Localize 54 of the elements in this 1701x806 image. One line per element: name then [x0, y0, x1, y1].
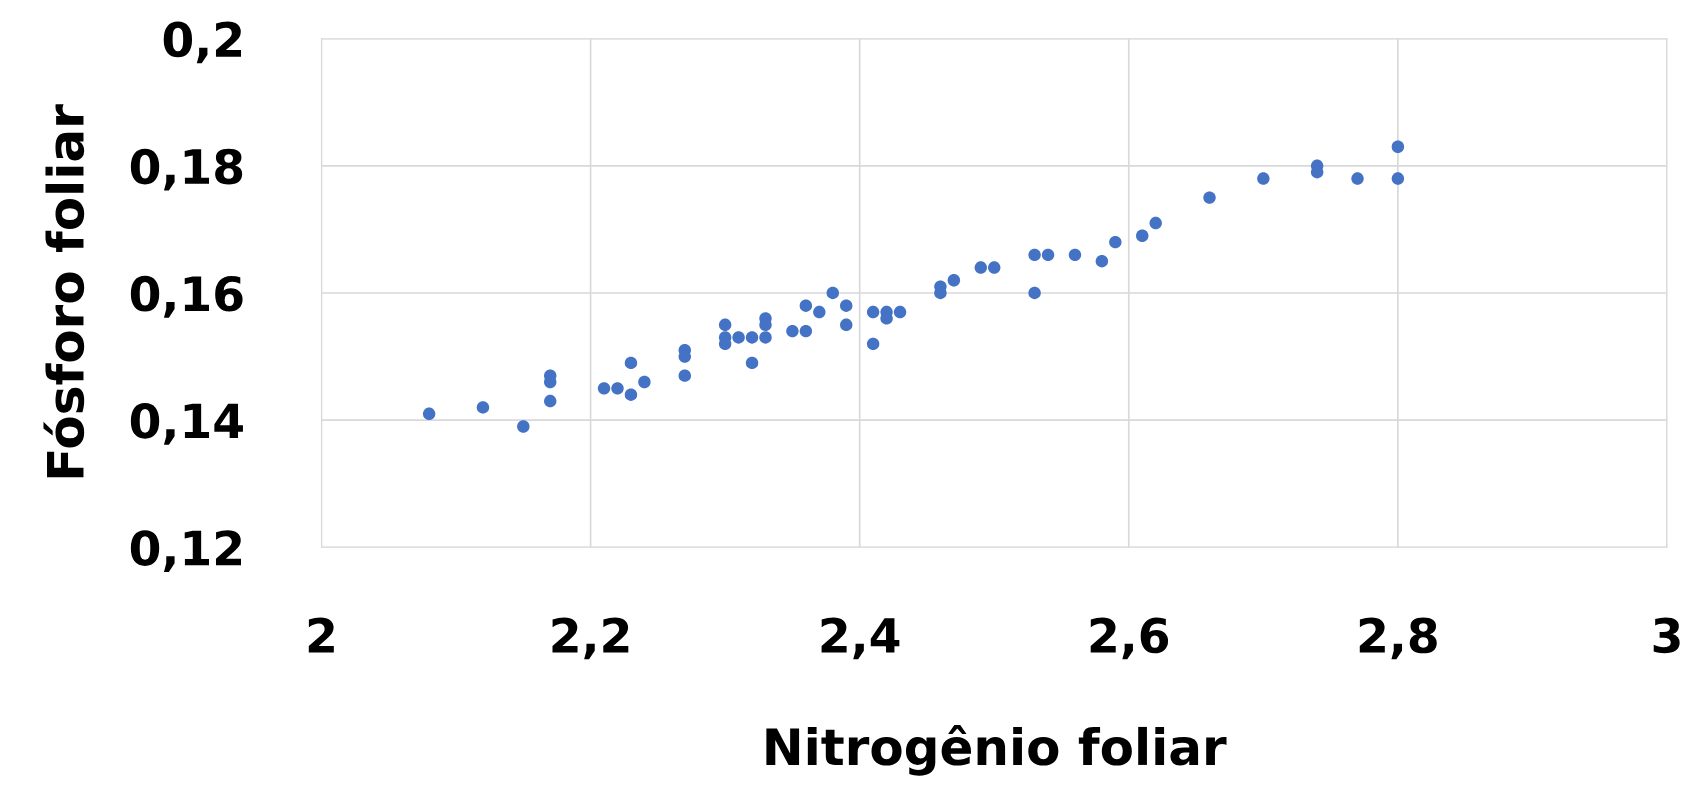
point: [745, 331, 759, 344]
x-tick-label: 2,2: [552, 617, 629, 660]
point: [638, 375, 651, 389]
point: [745, 356, 759, 370]
point: [988, 261, 1001, 274]
y-tick-label: 0,18: [130, 148, 243, 191]
point: [1095, 254, 1109, 268]
point: [476, 401, 490, 414]
point: [544, 394, 557, 408]
point: [1109, 235, 1122, 249]
point: [624, 356, 638, 370]
point: [1351, 172, 1364, 185]
point: [893, 305, 907, 319]
point: [840, 299, 853, 312]
x-tick-label: 2: [308, 617, 334, 653]
point: [826, 286, 839, 300]
point: [813, 305, 826, 319]
point: [422, 407, 436, 420]
point: [974, 261, 987, 274]
y-tick-label: 0,2: [163, 21, 241, 64]
x-tick-label: 2,4: [821, 617, 900, 660]
y-tick-label: 0,12: [130, 530, 241, 572]
y-tick-label: 0,14: [130, 403, 243, 445]
point: [866, 305, 880, 319]
point: [1028, 248, 1041, 262]
point: [732, 331, 745, 344]
x-tick-label: 2,8: [1359, 617, 1437, 660]
point: [947, 274, 961, 287]
point: [678, 369, 691, 382]
point: [1041, 248, 1055, 262]
point: [866, 337, 880, 351]
point: [624, 388, 638, 401]
point: [799, 299, 813, 312]
point: [611, 382, 624, 395]
point: [1136, 229, 1149, 242]
point: [517, 420, 530, 433]
point: [759, 331, 772, 344]
x-tick-label: 2,6: [1090, 617, 1169, 660]
y-tick-label: 0,16: [130, 275, 243, 318]
point: [799, 324, 813, 338]
y-axis-title: Fósforo foliar: [43, 104, 85, 478]
x-axis-title: Nitrogênio foliar: [766, 724, 1227, 776]
point: [1028, 286, 1041, 300]
point: [1068, 248, 1082, 262]
point: [718, 318, 732, 331]
point: [1149, 216, 1162, 230]
point: [786, 324, 799, 338]
point: [1391, 172, 1405, 185]
point: [840, 318, 853, 331]
point: [1203, 191, 1216, 204]
x-tick-label: 3: [1653, 617, 1680, 654]
point: [1391, 140, 1405, 153]
point: [1257, 172, 1270, 185]
point: [597, 382, 611, 395]
